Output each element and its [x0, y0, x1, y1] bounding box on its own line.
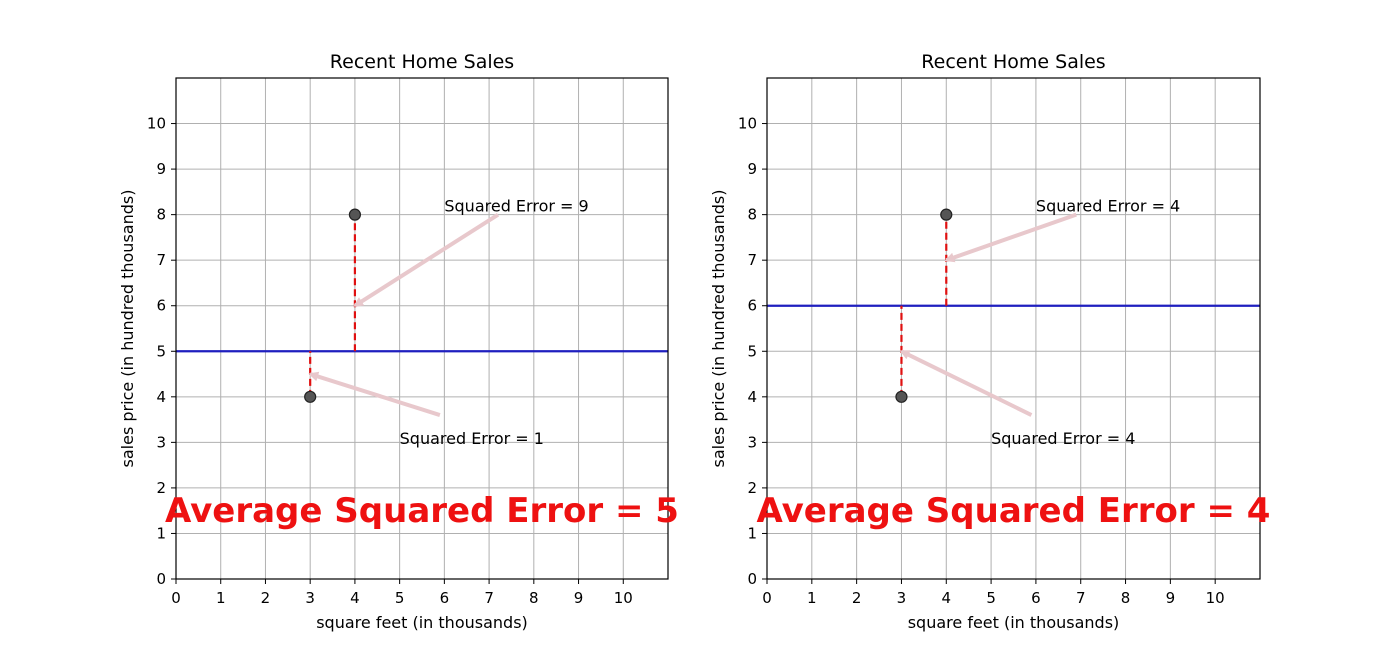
- y-tick-label: 10: [147, 115, 166, 133]
- y-tick-label: 1: [747, 524, 757, 542]
- annotation-label: Squared Error = 9: [444, 197, 588, 216]
- x-tick-label: 5: [395, 589, 405, 607]
- x-tick-label: 1: [807, 589, 817, 607]
- y-tick-label: 4: [747, 388, 757, 406]
- x-tick-label: 0: [762, 589, 772, 607]
- y-tick-label: 10: [738, 115, 757, 133]
- y-tick-label: 4: [156, 388, 166, 406]
- x-tick-label: 2: [261, 589, 271, 607]
- annotation-label: Squared Error = 4: [991, 429, 1135, 448]
- x-tick-label: 5: [986, 589, 996, 607]
- annotation-label: Squared Error = 1: [400, 429, 544, 448]
- y-tick-label: 8: [156, 206, 166, 224]
- axes-frame: [175, 77, 669, 580]
- data-point: [348, 208, 362, 221]
- chart-panel-2: 0 1 2 3 4 5 6 7 8 9 10 0 1 2 3 4 5 6 7 8 9 10 Recent Home Sale…: [709, 51, 1270, 632]
- x-tick-label: 6: [440, 589, 450, 607]
- y-tick-label: 0: [156, 570, 166, 588]
- annotation-arrow: [353, 212, 500, 308]
- y-tick-label: 1: [156, 524, 166, 542]
- x-tick-label: 4: [350, 589, 360, 607]
- y-tick-label: 2: [156, 479, 166, 497]
- x-tick-label: 0: [171, 589, 181, 607]
- data-point: [895, 390, 908, 403]
- y-tick-label: 5: [747, 342, 757, 360]
- x-tick-label: 9: [574, 589, 584, 607]
- x-tick-label: 9: [1166, 589, 1176, 607]
- x-tick-label: 6: [1031, 589, 1041, 607]
- x-axis-label: square feet (in thousands): [316, 613, 528, 632]
- x-tick-label: 7: [1076, 589, 1086, 607]
- x-tick-label: 8: [529, 589, 539, 607]
- x-tick-label: 3: [897, 589, 907, 607]
- chart-panel-1: 0 1 2 3 4 5 6 7 8 9 10 0 1 2 3 4 5 6 7 8 9 10 Recent Home Sale…: [118, 51, 679, 632]
- x-tick-label: 3: [305, 589, 315, 607]
- average-squared-error-headline: Average Squared Error = 5: [165, 491, 679, 531]
- data-point: [304, 390, 317, 403]
- y-axis-label: sales price (in hundred thousands): [709, 190, 728, 468]
- y-tick-label: 9: [156, 160, 166, 178]
- y-tick-label: 0: [747, 570, 757, 588]
- x-tick-label: 4: [941, 589, 951, 607]
- y-tick-label: 7: [747, 251, 757, 269]
- annotation-arrow: [944, 212, 1077, 263]
- annotation-label: Squared Error = 4: [1036, 197, 1180, 216]
- x-tick-label: 2: [852, 589, 862, 607]
- chart-title: Recent Home Sales: [330, 51, 514, 73]
- x-tick-label: 7: [484, 589, 494, 607]
- y-tick-label: 9: [747, 160, 757, 178]
- y-tick-label: 7: [156, 251, 166, 269]
- y-tick-label: 6: [747, 297, 757, 315]
- y-axis-label: sales price (in hundred thousands): [118, 190, 137, 468]
- y-tick-label: 3: [156, 433, 166, 451]
- y-tick-label: 6: [156, 297, 166, 315]
- y-tick-label: 3: [747, 433, 757, 451]
- x-tick-label: 10: [614, 589, 633, 607]
- axes-frame: [766, 77, 1261, 580]
- y-tick-label: 8: [747, 206, 757, 224]
- annotation-arrow: [308, 371, 441, 417]
- data-point: [940, 208, 953, 221]
- average-squared-error-headline: Average Squared Error = 4: [757, 491, 1271, 531]
- chart-title: Recent Home Sales: [921, 51, 1105, 73]
- x-tick-label: 1: [216, 589, 226, 607]
- annotation-arrow: [899, 349, 1033, 417]
- x-tick-label: 8: [1121, 589, 1131, 607]
- x-tick-label: 10: [1206, 589, 1225, 607]
- y-tick-label: 2: [747, 479, 757, 497]
- y-tick-label: 5: [156, 342, 166, 360]
- x-axis-label: square feet (in thousands): [908, 613, 1120, 632]
